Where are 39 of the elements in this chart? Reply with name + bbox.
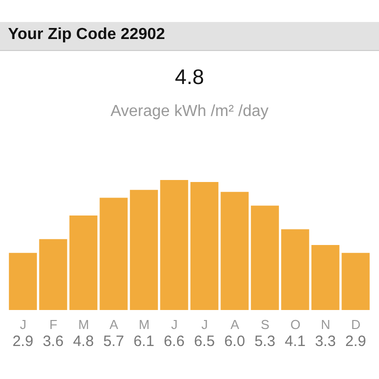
data-label: 4.1 [284,333,306,350]
data-label: 2.9 [12,333,34,350]
bar [281,229,310,310]
x-tick-label: J [171,317,178,332]
bar [342,252,370,310]
data-label: 4.8 [72,333,94,350]
bar [69,215,98,310]
data-label: 3.6 [42,333,64,350]
data-label: 3.3 [314,333,336,350]
x-tick-label: M [78,317,90,332]
x-tick-label: O [290,317,300,332]
chart-title: Your Zip Code 22902 [8,26,166,44]
bar [311,245,340,310]
bar [160,180,188,310]
bar [8,252,37,310]
bar [100,198,128,310]
bar [250,206,279,310]
bar [39,239,68,310]
x-tick-label: J [20,317,26,332]
data-label: 6.1 [133,333,154,350]
bar [130,190,158,310]
x-tick-label: A [110,317,119,332]
x-tick-label: J [201,317,208,332]
x-tick-label: M [138,317,150,332]
x-tick-label: S [260,317,270,332]
text: 4.8 [174,66,206,90]
bar [220,192,249,310]
data-label: 2.9 [345,333,366,350]
data-label: 5.7 [103,333,124,350]
data-label: 6.6 [164,333,185,350]
chart-subtitle: Average kWh /m² /day [110,103,270,121]
x-tick-label: D [351,317,361,332]
x-tick-label: A [230,317,240,332]
data-label: 6.5 [194,333,215,350]
bar [190,182,218,310]
x-tick-label: F [49,317,58,332]
data-label: 5.3 [254,333,276,350]
x-tick-label: N [320,317,330,332]
data-label: 6.0 [224,333,246,350]
